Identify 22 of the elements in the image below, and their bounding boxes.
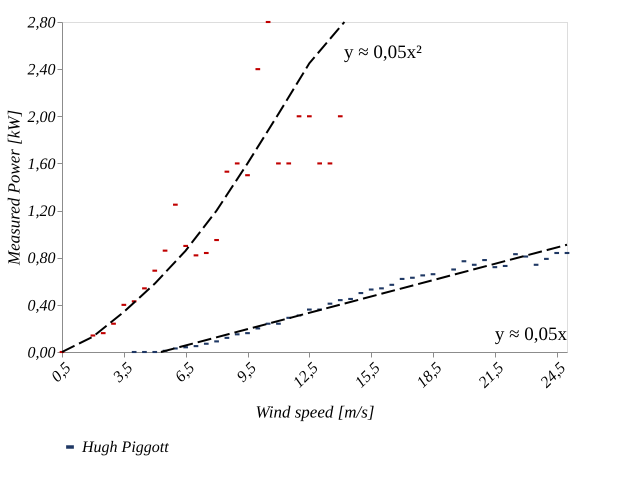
y-tick-label: 2,40 [28, 62, 56, 79]
y-tick-label: 2,80 [28, 14, 56, 32]
x-tick-label: 21,5 [476, 360, 508, 392]
y-axis-title: Measured Power [kW] [4, 110, 24, 266]
x-tick-label: 9,5 [234, 360, 260, 386]
x-tick-label: 24,5 [537, 360, 570, 392]
y-tick-label: 0,00 [28, 344, 56, 362]
y-tick-label: 1,20 [28, 203, 56, 220]
x-tick-label: 6,5 [172, 360, 198, 386]
y-tick-label: 1,60 [28, 156, 56, 173]
x-tick-label: 0,5 [48, 360, 75, 386]
x-axis-title: Wind speed [m/s] [256, 402, 374, 422]
x-tick-label: 3,5 [109, 360, 136, 386]
x-tick-label: 15,5 [352, 360, 384, 392]
y-tick-label: 2,00 [28, 108, 56, 126]
legend-label: Hugh Piggott [81, 439, 170, 456]
y-tick-label: 0,40 [28, 297, 56, 314]
x-tick-label: 18,5 [414, 360, 446, 392]
annotation: y ≈ 0,05x [494, 324, 568, 345]
annotation: y ≈ 0,05x² [344, 42, 422, 63]
y-tick-label: 0,80 [28, 250, 56, 268]
x-tick-label: 12,5 [290, 360, 322, 392]
